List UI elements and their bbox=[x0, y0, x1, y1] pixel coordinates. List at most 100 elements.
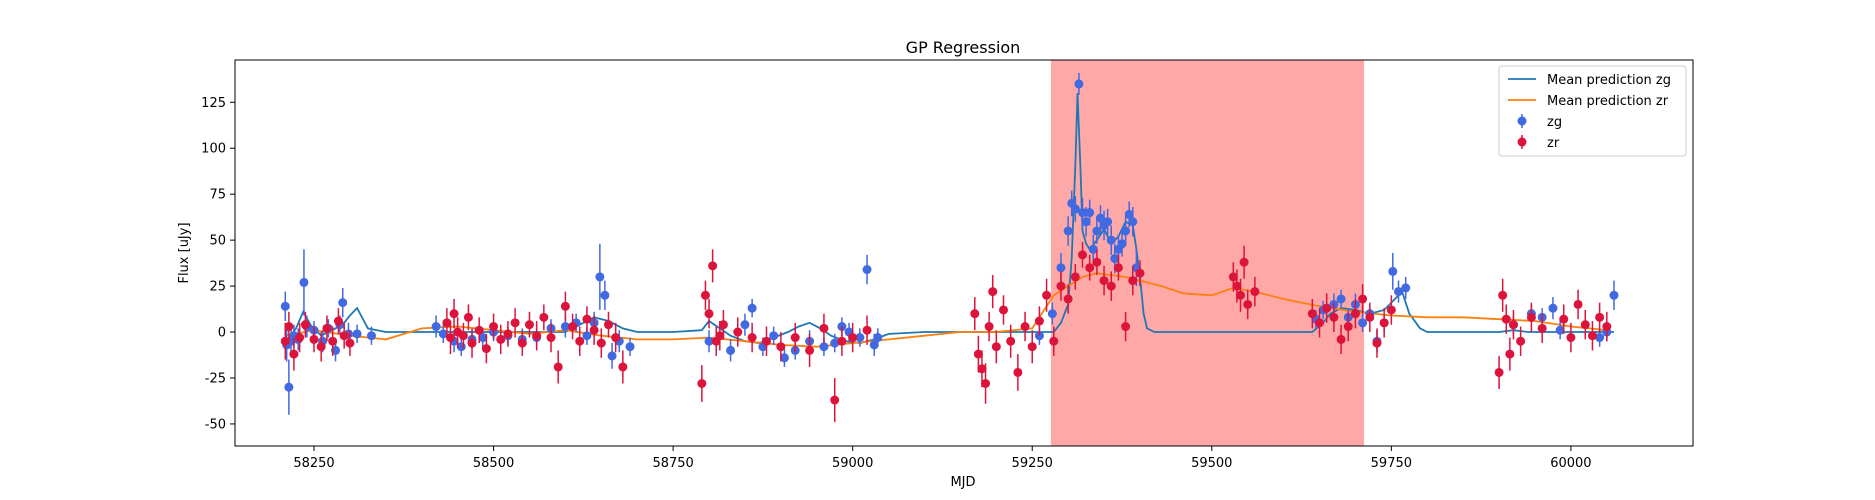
point-zg-50 bbox=[855, 333, 865, 343]
point-zr-110 bbox=[1537, 323, 1547, 333]
y-axis-label: Flux [uJy] bbox=[177, 222, 192, 283]
point-zr-59 bbox=[973, 349, 983, 359]
point-zg-93 bbox=[1548, 303, 1558, 313]
point-zr-103 bbox=[1494, 367, 1504, 377]
point-zg-57 bbox=[1063, 226, 1073, 236]
point-zr-91 bbox=[1307, 309, 1317, 319]
point-zr-2 bbox=[289, 349, 299, 359]
highlight-span bbox=[1050, 60, 1365, 446]
point-zr-10 bbox=[339, 331, 349, 341]
point-zg-89 bbox=[1401, 283, 1411, 293]
point-zr-83 bbox=[1128, 276, 1138, 286]
point-zr-18 bbox=[467, 338, 477, 348]
series-line-mean-prediction-zg bbox=[284, 93, 1614, 345]
point-zg-22 bbox=[478, 333, 488, 343]
y-tick-label-100: 100 bbox=[201, 142, 226, 157]
point-zr-95 bbox=[1336, 334, 1346, 344]
point-zr-105 bbox=[1501, 314, 1511, 324]
y-tick-label--25: -25 bbox=[205, 371, 226, 386]
point-zr-26 bbox=[524, 320, 534, 330]
x-tick-label-59500: 59500 bbox=[1191, 456, 1232, 471]
point-zr-93 bbox=[1322, 303, 1332, 313]
point-zr-100 bbox=[1372, 338, 1382, 348]
point-zr-28 bbox=[539, 312, 549, 322]
point-zr-114 bbox=[1580, 320, 1590, 330]
point-zg-94 bbox=[1555, 325, 1565, 335]
point-zr-49 bbox=[761, 336, 771, 346]
x-tick-label-59750: 59750 bbox=[1371, 456, 1412, 471]
point-zr-16 bbox=[458, 331, 468, 341]
point-zg-32 bbox=[595, 272, 605, 282]
point-zr-96 bbox=[1343, 322, 1353, 332]
point-zg-62 bbox=[1081, 217, 1091, 227]
point-zr-57 bbox=[862, 325, 872, 335]
point-zg-63 bbox=[1085, 208, 1095, 218]
point-zg-65 bbox=[1092, 226, 1102, 236]
point-zr-68 bbox=[1020, 322, 1030, 332]
point-zg-30 bbox=[582, 331, 592, 341]
point-zr-76 bbox=[1078, 250, 1088, 260]
legend-label-mean-prediction-zr: Mean prediction zr bbox=[1547, 94, 1669, 109]
point-zr-75 bbox=[1070, 272, 1080, 282]
point-zr-106 bbox=[1505, 349, 1515, 359]
point-zr-43 bbox=[708, 261, 718, 271]
point-zr-3 bbox=[295, 333, 305, 343]
point-zg-47 bbox=[830, 338, 840, 348]
x-axis-label: MJD bbox=[950, 475, 975, 490]
point-zr-90 bbox=[1250, 287, 1260, 297]
point-zr-58 bbox=[970, 309, 980, 319]
point-zr-89 bbox=[1243, 299, 1253, 309]
point-zg-34 bbox=[607, 351, 617, 361]
point-zg-6 bbox=[299, 277, 309, 287]
point-zr-14 bbox=[449, 309, 459, 319]
point-zg-18 bbox=[438, 329, 448, 339]
point-zr-56 bbox=[848, 333, 858, 343]
x-tick-label-59000: 59000 bbox=[832, 456, 873, 471]
point-zr-92 bbox=[1315, 318, 1325, 328]
point-zr-82 bbox=[1121, 322, 1131, 332]
point-zg-37 bbox=[704, 336, 714, 346]
legend-box bbox=[1498, 65, 1687, 157]
point-zr-88 bbox=[1239, 257, 1249, 267]
point-zr-60 bbox=[977, 364, 987, 374]
point-zg-16 bbox=[366, 331, 376, 341]
point-zg-68 bbox=[1103, 217, 1113, 227]
point-zr-32 bbox=[568, 322, 578, 332]
point-zr-78 bbox=[1092, 257, 1102, 267]
point-zr-50 bbox=[776, 342, 786, 352]
point-zr-79 bbox=[1099, 276, 1109, 286]
point-zr-61 bbox=[981, 379, 991, 389]
point-zr-113 bbox=[1573, 299, 1583, 309]
point-zg-51 bbox=[862, 265, 872, 275]
point-zr-19 bbox=[474, 325, 484, 335]
point-zr-85 bbox=[1228, 272, 1238, 282]
point-zg-97 bbox=[1609, 290, 1619, 300]
point-zr-38 bbox=[611, 333, 621, 343]
point-zr-69 bbox=[1027, 342, 1037, 352]
point-zr-51 bbox=[790, 333, 800, 343]
legend-marker-zr bbox=[1517, 137, 1527, 147]
legend-label-zr: zr bbox=[1547, 136, 1560, 151]
plot-content bbox=[280, 60, 1619, 446]
point-zg-74 bbox=[1124, 209, 1134, 219]
point-zr-22 bbox=[496, 334, 506, 344]
point-zg-13 bbox=[338, 298, 348, 308]
point-zr-36 bbox=[596, 338, 606, 348]
point-zr-63 bbox=[988, 287, 998, 297]
point-zg-28 bbox=[560, 322, 570, 332]
point-zg-83 bbox=[1358, 318, 1368, 328]
point-zr-74 bbox=[1063, 294, 1073, 304]
point-zr-71 bbox=[1042, 290, 1052, 300]
point-zr-34 bbox=[582, 314, 592, 324]
point-zr-39 bbox=[618, 362, 628, 372]
point-zr-115 bbox=[1587, 331, 1597, 341]
point-zr-29 bbox=[546, 333, 556, 343]
legend-label-zg: zg bbox=[1547, 115, 1562, 130]
point-zg-72 bbox=[1117, 239, 1127, 249]
point-zr-84 bbox=[1135, 268, 1145, 278]
legend-label-mean-prediction-zg: Mean prediction zg bbox=[1547, 73, 1671, 88]
point-zr-33 bbox=[575, 336, 585, 346]
point-zr-117 bbox=[1602, 322, 1612, 332]
point-zr-41 bbox=[700, 290, 710, 300]
point-zr-25 bbox=[517, 338, 527, 348]
